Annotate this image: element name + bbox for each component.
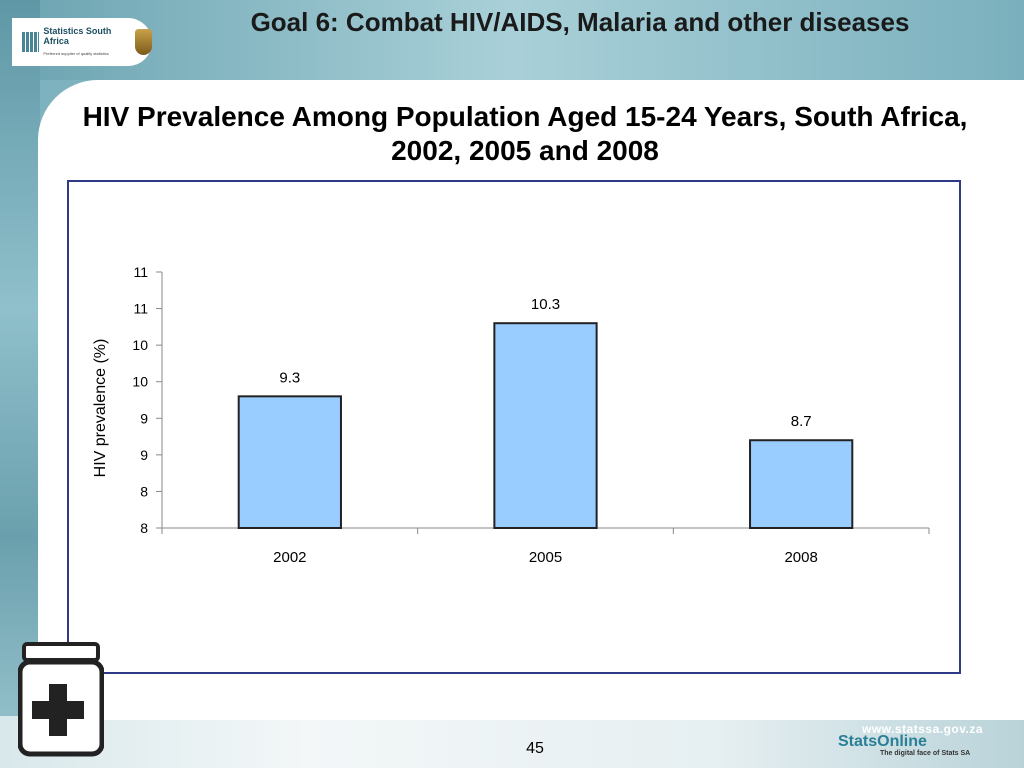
page-number: 45 — [526, 740, 544, 757]
coat-of-arms-icon — [134, 29, 152, 55]
y-tick-label: 8 — [140, 483, 148, 499]
x-tick-label: 2002 — [273, 549, 306, 566]
data-label: 8.7 — [791, 413, 812, 430]
data-label: 10.3 — [531, 296, 560, 313]
y-tick-label: 11 — [133, 301, 148, 317]
y-tick-label: 11 — [133, 264, 148, 280]
chart-title: HIV Prevalence Among Population Aged 15-… — [82, 101, 968, 166]
bar-2002 — [237, 395, 342, 529]
side-background — [0, 0, 40, 768]
y-axis-label: HIV prevalence (%) — [92, 339, 109, 478]
footer-brand: StatsOnline — [838, 733, 927, 750]
header-background — [0, 0, 1024, 80]
logo-tagline: Preferred supplier of quality statistics — [43, 50, 109, 56]
y-tick-label: 10 — [132, 374, 148, 390]
bar-2005 — [493, 322, 598, 529]
footer-tagline: The digital face of Stats SA — [880, 750, 971, 757]
x-tick-label: 2008 — [784, 549, 817, 566]
y-tick-label: 8 — [140, 520, 148, 536]
logo-name: Statistics South Africa — [43, 25, 112, 46]
goal-title: Goal 6: Combat HIV/AIDS, Malaria and oth… — [250, 7, 910, 37]
stats-sa-logo: Statistics South Africa Preferred suppli… — [12, 18, 152, 66]
data-label: 9.3 — [279, 369, 300, 386]
footer-url[interactable]: www.statssa.gov.za — [862, 722, 984, 736]
bar-2008 — [749, 439, 854, 530]
footer-background — [0, 716, 1024, 768]
y-tick-label: 9 — [140, 410, 148, 426]
logo-grid-icon — [22, 32, 40, 52]
bar-chart: 8 8 9 9 10 10 11 11 9.3 2002 10.3 2005 8.7 2008 HIV pr… — [92, 264, 930, 566]
medicine-bottle-icon — [18, 642, 104, 757]
y-tick-label: 10 — [132, 337, 148, 353]
y-tick-label: 9 — [140, 447, 148, 463]
x-tick-label: 2005 — [529, 549, 562, 566]
chart-frame: 8 8 9 9 10 10 11 11 9.3 2002 10.3 2005 8.7 2008 HIV pr… — [67, 180, 961, 674]
